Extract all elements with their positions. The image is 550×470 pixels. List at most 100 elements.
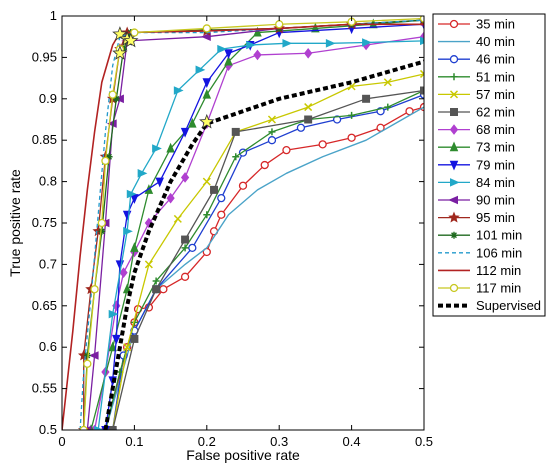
data-point xyxy=(130,28,139,37)
legend-marker xyxy=(449,160,459,171)
data-point xyxy=(159,285,168,294)
x-tick-label: 0.1 xyxy=(125,434,143,449)
series-line xyxy=(97,40,424,430)
data-point xyxy=(130,242,139,252)
series-line xyxy=(83,17,424,430)
data-point xyxy=(253,26,262,37)
series-84-min xyxy=(94,36,424,430)
data-point xyxy=(105,153,113,161)
y-axis-label: True positive rate xyxy=(7,169,23,277)
data-point xyxy=(282,145,291,155)
highlight-star xyxy=(123,32,139,48)
x-tick-label: 0.4 xyxy=(343,434,361,449)
legend-label: 35 min xyxy=(476,17,515,32)
legend-label: 40 min xyxy=(476,34,515,49)
series-73-min xyxy=(88,16,424,430)
data-point xyxy=(332,115,342,124)
data-point xyxy=(217,44,228,54)
legend-entry: 62 min xyxy=(438,105,515,120)
data-point xyxy=(119,267,128,278)
legend-marker xyxy=(449,19,459,29)
y-tick-label: 0.75 xyxy=(32,215,57,230)
data-point xyxy=(144,260,153,269)
y-tick-label: 0.55 xyxy=(32,381,57,396)
y-tick-label: 0.85 xyxy=(32,132,57,147)
data-point xyxy=(275,20,284,29)
legend-entry: Supervised xyxy=(438,298,541,313)
data-point xyxy=(90,285,99,294)
legend-entry: 79 min xyxy=(438,157,515,172)
y-tick-label: 0.95 xyxy=(32,49,57,64)
legend-label: 46 min xyxy=(476,52,515,67)
data-point xyxy=(202,88,212,99)
legend-label: 90 min xyxy=(476,193,515,208)
legend: 35 min 40 min 46 min 51 min 57 min 62 min 68 m… xyxy=(432,13,546,317)
data-point xyxy=(123,343,132,352)
data-point xyxy=(94,425,104,430)
y-tick-label: 0.9 xyxy=(39,91,57,106)
legend-marker xyxy=(449,124,459,135)
legend-marker xyxy=(449,141,459,152)
data-point xyxy=(152,144,162,153)
data-point xyxy=(166,192,175,204)
legend-entry: 35 min xyxy=(438,17,515,32)
y-tick-label: 0.8 xyxy=(39,174,57,189)
x-tick-label: 0 xyxy=(58,434,65,449)
data-point xyxy=(202,24,211,33)
data-point xyxy=(267,115,276,124)
legend-entry: 84 min xyxy=(438,175,515,190)
data-point xyxy=(318,140,327,149)
data-point xyxy=(383,78,392,87)
y-tick-label: 0.6 xyxy=(39,339,57,354)
data-point xyxy=(362,38,372,47)
x-axis: 0 0.1 0.2 0.3 0.4 0.5 xyxy=(58,16,433,449)
data-point xyxy=(181,235,190,244)
data-point xyxy=(224,55,233,66)
legend-marker xyxy=(448,211,460,223)
x-tick-label: 0.3 xyxy=(270,434,288,449)
legend-marker xyxy=(449,283,459,293)
legend-label: 95 min xyxy=(476,210,515,225)
legend-marker xyxy=(450,178,460,187)
data-point xyxy=(137,169,148,178)
data-point xyxy=(155,177,165,188)
data-point xyxy=(101,156,110,166)
data-point xyxy=(232,153,240,161)
data-point xyxy=(217,194,226,203)
data-point xyxy=(181,244,189,252)
highlight-star xyxy=(199,113,215,129)
legend-label: 106 min xyxy=(476,245,522,260)
data-point xyxy=(112,95,120,103)
data-point xyxy=(130,334,139,343)
data-point xyxy=(126,189,137,199)
legend-marker xyxy=(450,73,458,81)
legend-label: 79 min xyxy=(476,157,515,172)
series-62-min xyxy=(108,86,424,430)
data-point xyxy=(106,119,117,128)
data-point xyxy=(88,351,99,360)
data-point xyxy=(210,185,219,194)
data-point xyxy=(420,36,424,46)
data-point xyxy=(202,177,211,186)
legend-label: 101 min xyxy=(476,228,522,243)
data-point xyxy=(112,334,121,345)
data-point xyxy=(282,39,293,48)
data-point xyxy=(384,103,392,111)
data-point xyxy=(152,277,160,285)
data-point xyxy=(195,65,206,75)
legend-label: 57 min xyxy=(476,87,515,102)
data-point xyxy=(108,309,119,319)
data-point xyxy=(188,243,197,252)
x-axis-label: False positive rate xyxy=(186,447,300,463)
data-point xyxy=(180,272,190,281)
data-point xyxy=(296,123,306,132)
legend-label: 62 min xyxy=(476,105,515,120)
legend-entry: 40 min xyxy=(438,34,515,49)
data-point xyxy=(201,32,211,41)
data-point xyxy=(180,127,190,138)
y-tick-label: 0.7 xyxy=(39,256,57,271)
legend-marker xyxy=(450,108,458,116)
data-point xyxy=(202,78,212,88)
data-point xyxy=(348,111,356,119)
